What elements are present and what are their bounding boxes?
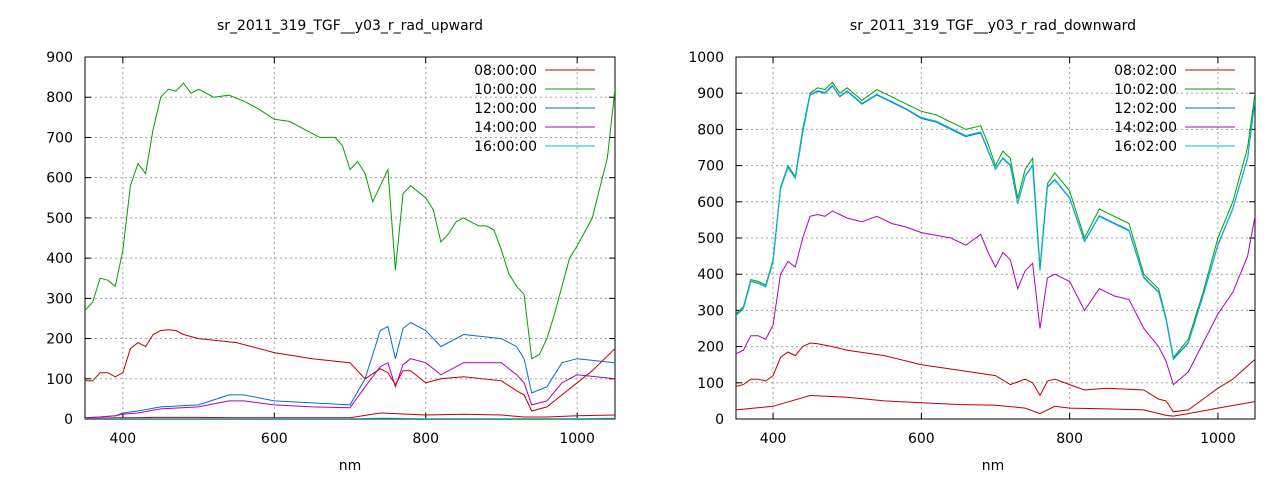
chart-title: sr_2011_319_TGF__y03_r_rad_upward [217,18,483,34]
y-tick-label: 600 [46,171,73,187]
chart-title: sr_2011_319_TGF__y03_r_rad_downward [850,18,1136,34]
y-tick-label: 0 [64,412,73,428]
y-tick-label: 200 [46,332,73,348]
x-tick-label: 1000 [1200,431,1236,447]
x-tick-label: 400 [760,431,787,447]
series-line-140000 [85,358,615,419]
y-tick-label: 500 [697,231,724,247]
chart-downward: sr_2011_319_TGF__y03_r_rad_downward nm 4… [688,18,1256,474]
legend-label: 10:00:00 [474,82,537,98]
series-line-100000 [85,82,615,360]
legend-label: 14:02:00 [1114,120,1177,136]
legend-label: 10:02:00 [1114,82,1177,98]
y-tick-label: 800 [46,90,73,106]
y-tick-label: 300 [46,291,73,307]
y-tick-label: 600 [697,195,724,211]
legend-label: 12:02:00 [1114,101,1177,117]
series-line-unlabeled-5 [85,329,615,412]
y-tick-label: 0 [715,412,724,428]
y-tick-label: 400 [697,267,724,283]
y-tick-label: 300 [697,303,724,319]
y-tick-label: 900 [46,50,73,66]
series-line-unlabeled-5 [736,394,1255,417]
legend-label: 16:02:00 [1114,139,1177,155]
y-tick-label: 700 [697,159,724,175]
series-line-140200 [736,210,1255,386]
y-tick-label: 100 [46,372,73,388]
x-axis-label: nm [982,458,1005,474]
y-tick-label: 700 [46,130,73,146]
y-tick-label: 500 [46,211,73,227]
series-line-160000 [85,417,615,419]
y-tick-label: 400 [46,251,73,267]
series-line-120200 [736,85,1255,361]
series-line-080200 [736,342,1255,413]
legend-label: 08:00:00 [474,63,537,79]
series-line-100200 [736,81,1255,359]
x-tick-label: 800 [1056,431,1083,447]
x-tick-label: 600 [908,431,935,447]
series-line-080000 [85,412,615,419]
y-tick-label: 1000 [688,50,724,66]
y-tick-label: 100 [697,376,724,392]
x-tick-label: 600 [261,431,288,447]
legend-label: 16:00:00 [474,139,537,155]
series-line-160200 [736,84,1255,360]
chart-upward: sr_2011_319_TGF__y03_r_rad_upward nm 400… [46,18,616,474]
legend-label: 08:02:00 [1114,63,1177,79]
legend-label: 12:00:00 [474,101,537,117]
y-tick-label: 200 [697,340,724,356]
y-tick-label: 800 [697,122,724,138]
x-axis-label: nm [339,458,362,474]
x-tick-label: 800 [412,431,439,447]
x-tick-label: 400 [109,431,136,447]
y-tick-label: 900 [697,86,724,102]
legend-label: 14:00:00 [474,120,537,136]
series-line-120000 [85,321,615,419]
x-tick-label: 1000 [559,431,595,447]
